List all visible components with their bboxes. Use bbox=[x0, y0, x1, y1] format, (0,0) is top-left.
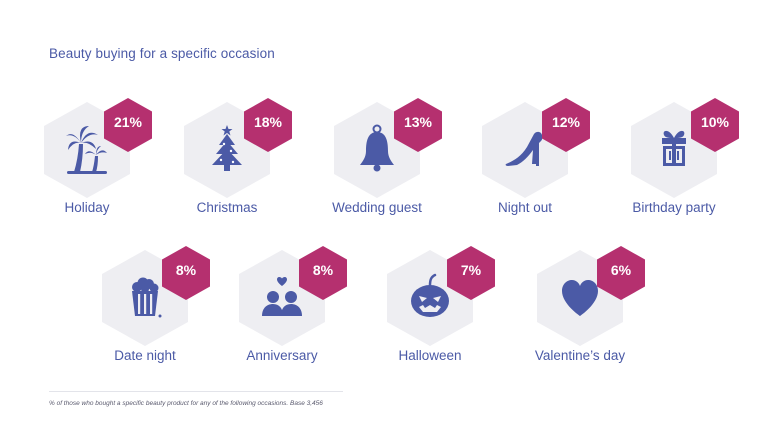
percentage-hexagon bbox=[394, 98, 442, 152]
percentage-label: 8% bbox=[175, 262, 197, 278]
percentage-label: 13% bbox=[403, 114, 433, 130]
gift-icon bbox=[662, 130, 686, 166]
occasion-halloween: 7% Halloween bbox=[345, 246, 515, 410]
occasion-label: Halloween bbox=[398, 348, 462, 363]
occasion-label: Wedding guest bbox=[332, 200, 422, 215]
palm-tree-icon bbox=[66, 126, 107, 174]
occasion-label: Holiday bbox=[64, 200, 110, 215]
chart-title: Beauty buying for a specific occasion bbox=[49, 46, 275, 61]
percentage-label: 8% bbox=[312, 262, 334, 278]
footnote-divider bbox=[49, 391, 343, 392]
occasion-label: Birthday party bbox=[632, 200, 716, 215]
percentage-hexagon bbox=[244, 98, 292, 152]
percentage-label: 18% bbox=[253, 114, 283, 130]
percentage-label: 12% bbox=[551, 114, 581, 130]
percentage-hexagon bbox=[104, 98, 152, 152]
occasion-label: Night out bbox=[497, 200, 553, 215]
popcorn-icon bbox=[132, 277, 162, 318]
occasion-holiday: 21% Holiday bbox=[2, 98, 172, 262]
percentage-hexagon bbox=[299, 246, 347, 300]
occasion-label: Valentine’s day bbox=[534, 348, 626, 363]
bell-icon bbox=[360, 124, 394, 172]
occasion-wedding-guest: 13% Wedding guest bbox=[292, 98, 462, 262]
occasion-christmas: 18% Christmas bbox=[142, 98, 312, 262]
occasion-valentines-day: 6% Valentine’s day bbox=[495, 246, 665, 410]
christmas-tree-icon bbox=[212, 125, 242, 171]
occasion-night-out: 12% Night out bbox=[440, 98, 610, 262]
occasion-label: Date night bbox=[114, 348, 176, 363]
percentage-hexagon bbox=[162, 246, 210, 300]
pumpkin-icon bbox=[411, 273, 449, 317]
percentage-hexagon bbox=[447, 246, 495, 300]
percentage-label: 7% bbox=[460, 262, 482, 278]
percentage-hexagon bbox=[542, 98, 590, 152]
percentage-label: 10% bbox=[700, 114, 730, 130]
high-heel-icon bbox=[505, 131, 543, 166]
percentage-label: 21% bbox=[113, 114, 143, 130]
occasion-birthday-party: 10% Birthday party bbox=[589, 98, 759, 262]
couple-icon bbox=[262, 277, 302, 316]
occasion-anniversary: 8% Anniversary bbox=[197, 246, 367, 410]
occasion-label: Christmas bbox=[196, 200, 258, 215]
occasion-date-night: 8% Date night bbox=[60, 246, 230, 410]
footnote: % of those who bought a specific beauty … bbox=[49, 400, 323, 407]
percentage-hexagon bbox=[691, 98, 739, 152]
heart-icon bbox=[562, 280, 598, 316]
percentage-hexagon bbox=[597, 246, 645, 300]
occasion-label: Anniversary bbox=[246, 348, 318, 363]
percentage-label: 6% bbox=[610, 262, 632, 278]
